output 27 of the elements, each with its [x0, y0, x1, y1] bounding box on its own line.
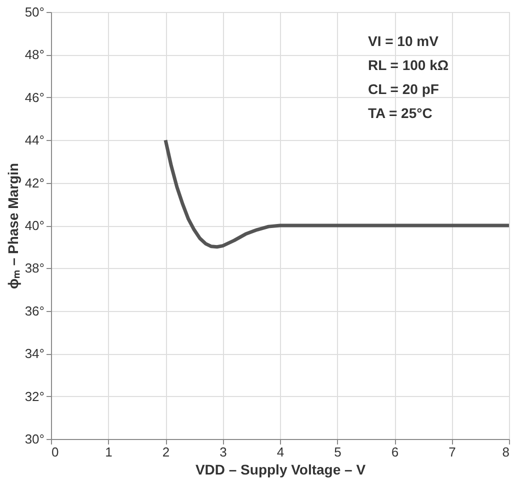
x-tick-label: 6: [391, 444, 399, 460]
x-tick-label: 2: [162, 444, 170, 460]
line-series: [164, 138, 511, 249]
annotation: VI = 10 mV: [368, 33, 440, 49]
annotation: CL = 20 pF: [368, 81, 440, 97]
x-tick-label: 0: [52, 444, 59, 460]
y-axis-title: ϕₘ – Phase Margin: [4, 162, 21, 290]
y-tick-label: 50°: [24, 4, 44, 20]
y-tick-label: 44°: [24, 132, 44, 148]
x-tick-label: 3: [220, 444, 227, 460]
x-tick-label: 7: [448, 444, 456, 460]
y-tick-label: 36°: [24, 303, 44, 318]
y-tick-label: 30°: [24, 432, 44, 446]
x-tick-label: 8: [502, 444, 510, 460]
x-axis-title: VDD – Supply Voltage – V: [195, 462, 366, 478]
x-tick-label: 1: [105, 444, 112, 460]
y-tick-label: 32°: [24, 388, 44, 404]
y-tick-label: 46°: [24, 90, 44, 105]
annotation: RL = 100 kΩ: [368, 57, 449, 73]
x-tick-label: 4: [276, 444, 284, 460]
x-tick-label: 5: [334, 444, 342, 460]
y-tick-label: 34°: [24, 346, 44, 362]
y-tick-label: 40°: [24, 218, 44, 233]
y-tick-label: 38°: [24, 260, 44, 276]
annotation: TA = 25°C: [368, 105, 432, 121]
y-tick-label: 48°: [24, 47, 44, 62]
y-tick-label: 42°: [24, 175, 44, 190]
